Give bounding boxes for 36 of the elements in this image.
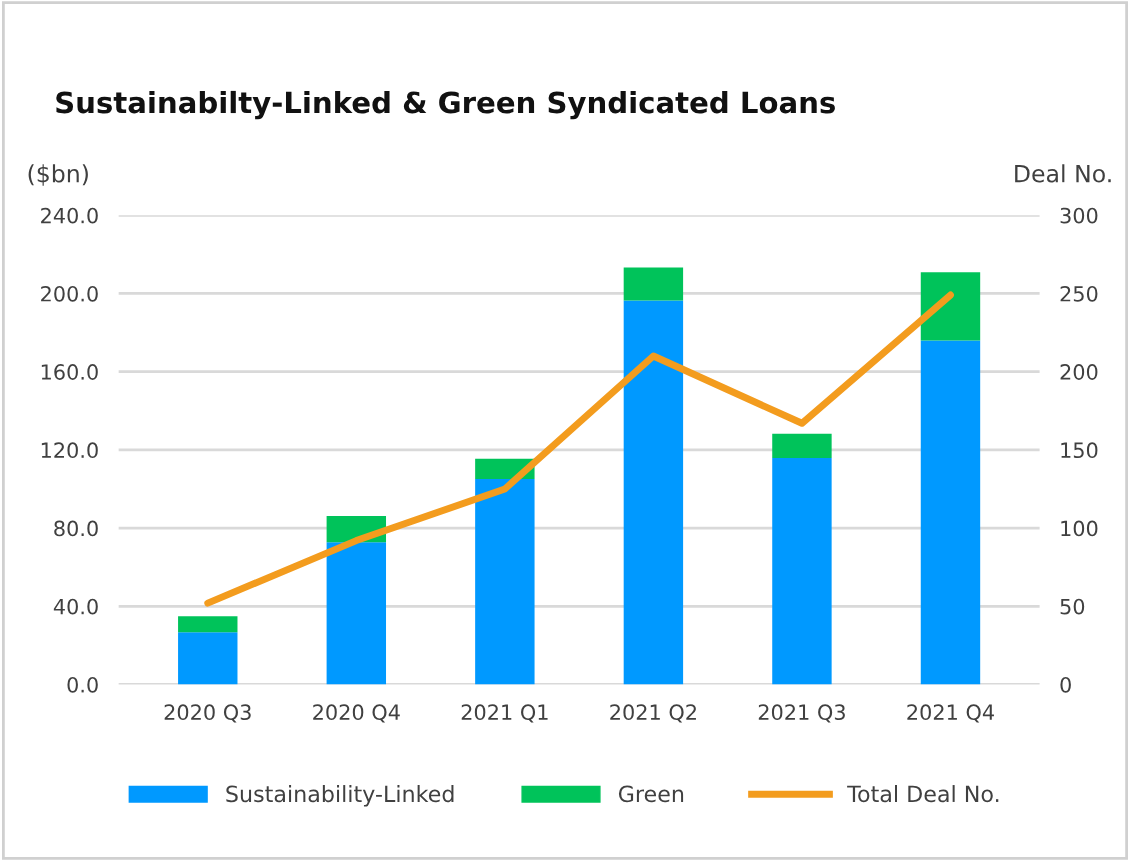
x-tick-label: 2020 Q3 xyxy=(164,704,251,723)
y-tick-label: 0.0 xyxy=(67,676,98,693)
bar xyxy=(178,632,238,685)
y-tick-label: 40.0 xyxy=(53,598,98,615)
y2-tick-label: 0 xyxy=(1060,676,1071,693)
y-tick-label: 200.0 xyxy=(41,285,98,302)
chart-title: Sustainabilty-Linked & Green Syndicated Loans xyxy=(56,90,835,120)
bar xyxy=(178,616,238,633)
y-tick-label: 80.0 xyxy=(54,520,98,537)
x-tick-label: 2021 Q3 xyxy=(758,704,845,723)
y-tick-label: 120.0 xyxy=(41,442,98,459)
x-tick-label: 2021 Q1 xyxy=(461,704,548,723)
y2-tick-label: 200 xyxy=(1060,364,1098,380)
bar xyxy=(623,300,684,685)
y2-tick-label: 50 xyxy=(1060,598,1085,615)
legend-label: Total Deal No. xyxy=(847,785,999,803)
y-tick-label: 160.0 xyxy=(41,364,98,380)
legend-label: Sustainability-Linked xyxy=(226,785,454,807)
y2-tick-label: 100 xyxy=(1061,520,1098,537)
x-tick-label: 2020 Q4 xyxy=(313,704,400,723)
bar xyxy=(772,457,832,685)
y-tick-label: 240.0 xyxy=(41,207,98,224)
bar xyxy=(475,479,535,685)
bar xyxy=(623,267,684,301)
y-axis-title: ($bn) xyxy=(28,164,88,186)
bar xyxy=(920,272,981,341)
y2-tick-label: 150 xyxy=(1061,442,1098,459)
y2-axis-title: Deal No. xyxy=(1015,164,1111,183)
x-tick-label: 2021 Q4 xyxy=(907,704,994,723)
y2-tick-label: 250 xyxy=(1060,285,1098,302)
bar xyxy=(920,340,981,685)
x-tick-label: 2021 Q2 xyxy=(610,704,696,723)
y2-tick-label: 300 xyxy=(1060,207,1098,224)
legend-label: Green xyxy=(618,785,684,803)
bar xyxy=(326,542,387,685)
bar xyxy=(772,433,832,458)
